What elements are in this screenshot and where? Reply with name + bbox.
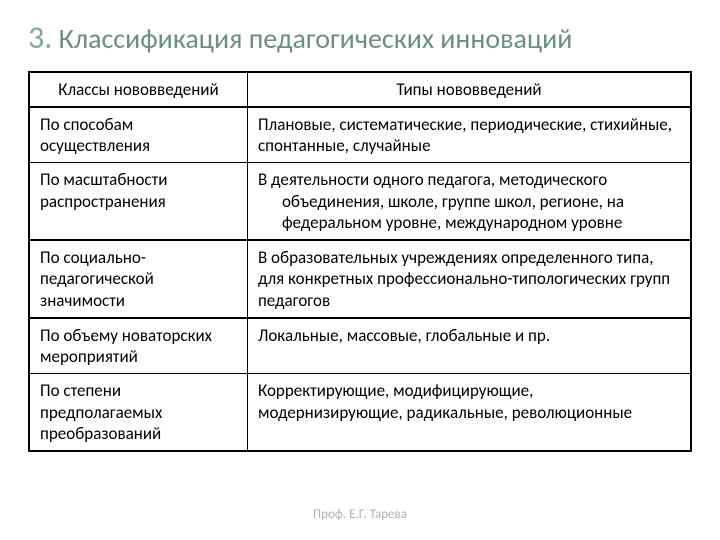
slide-footer: Проф. Е.Г. Тарева	[0, 507, 720, 522]
cell-types: В образовательных учреждениях определенн…	[247, 240, 691, 318]
title-number: 3.	[28, 18, 52, 57]
cell-class: По объему новаторских мероприятий	[29, 318, 247, 374]
classification-table: Классы нововведений Типы нововведений По…	[28, 71, 692, 452]
cell-class: По масштабности распространения	[29, 163, 247, 240]
cell-class: По способам осуществления	[29, 107, 247, 163]
table-header-row: Классы нововведений Типы нововведений	[29, 72, 691, 107]
cell-types: Локальные, массовые, глобальные и пр.	[247, 318, 691, 374]
cell-types: В деятельности одного педагога, методиче…	[247, 163, 691, 240]
table-row: По объему новаторских мероприятий Локаль…	[29, 318, 691, 374]
cell-types: Корректирующие, модифицирующие, модерниз…	[247, 374, 691, 451]
table-header-types: Типы нововведений	[247, 72, 691, 107]
table-row: По способам осуществления Плановые, сист…	[29, 107, 691, 163]
slide: 3. Классификация педагогических инноваци…	[0, 0, 720, 540]
table-header-class: Классы нововведений	[29, 72, 247, 107]
table-row: По социально-педагогической значимости В…	[29, 240, 691, 318]
slide-title: 3. Классификация педагогических инноваци…	[28, 20, 692, 57]
title-text: Классификация педагогических инноваций	[59, 21, 573, 56]
table-row: По степени предполагаемых преобразований…	[29, 374, 691, 451]
cell-class: По социально-педагогической значимости	[29, 240, 247, 318]
cell-types: Плановые, систематические, периодические…	[247, 107, 691, 163]
table-row: По масштабности распространения В деятел…	[29, 163, 691, 240]
cell-class: По степени предполагаемых преобразований	[29, 374, 247, 451]
